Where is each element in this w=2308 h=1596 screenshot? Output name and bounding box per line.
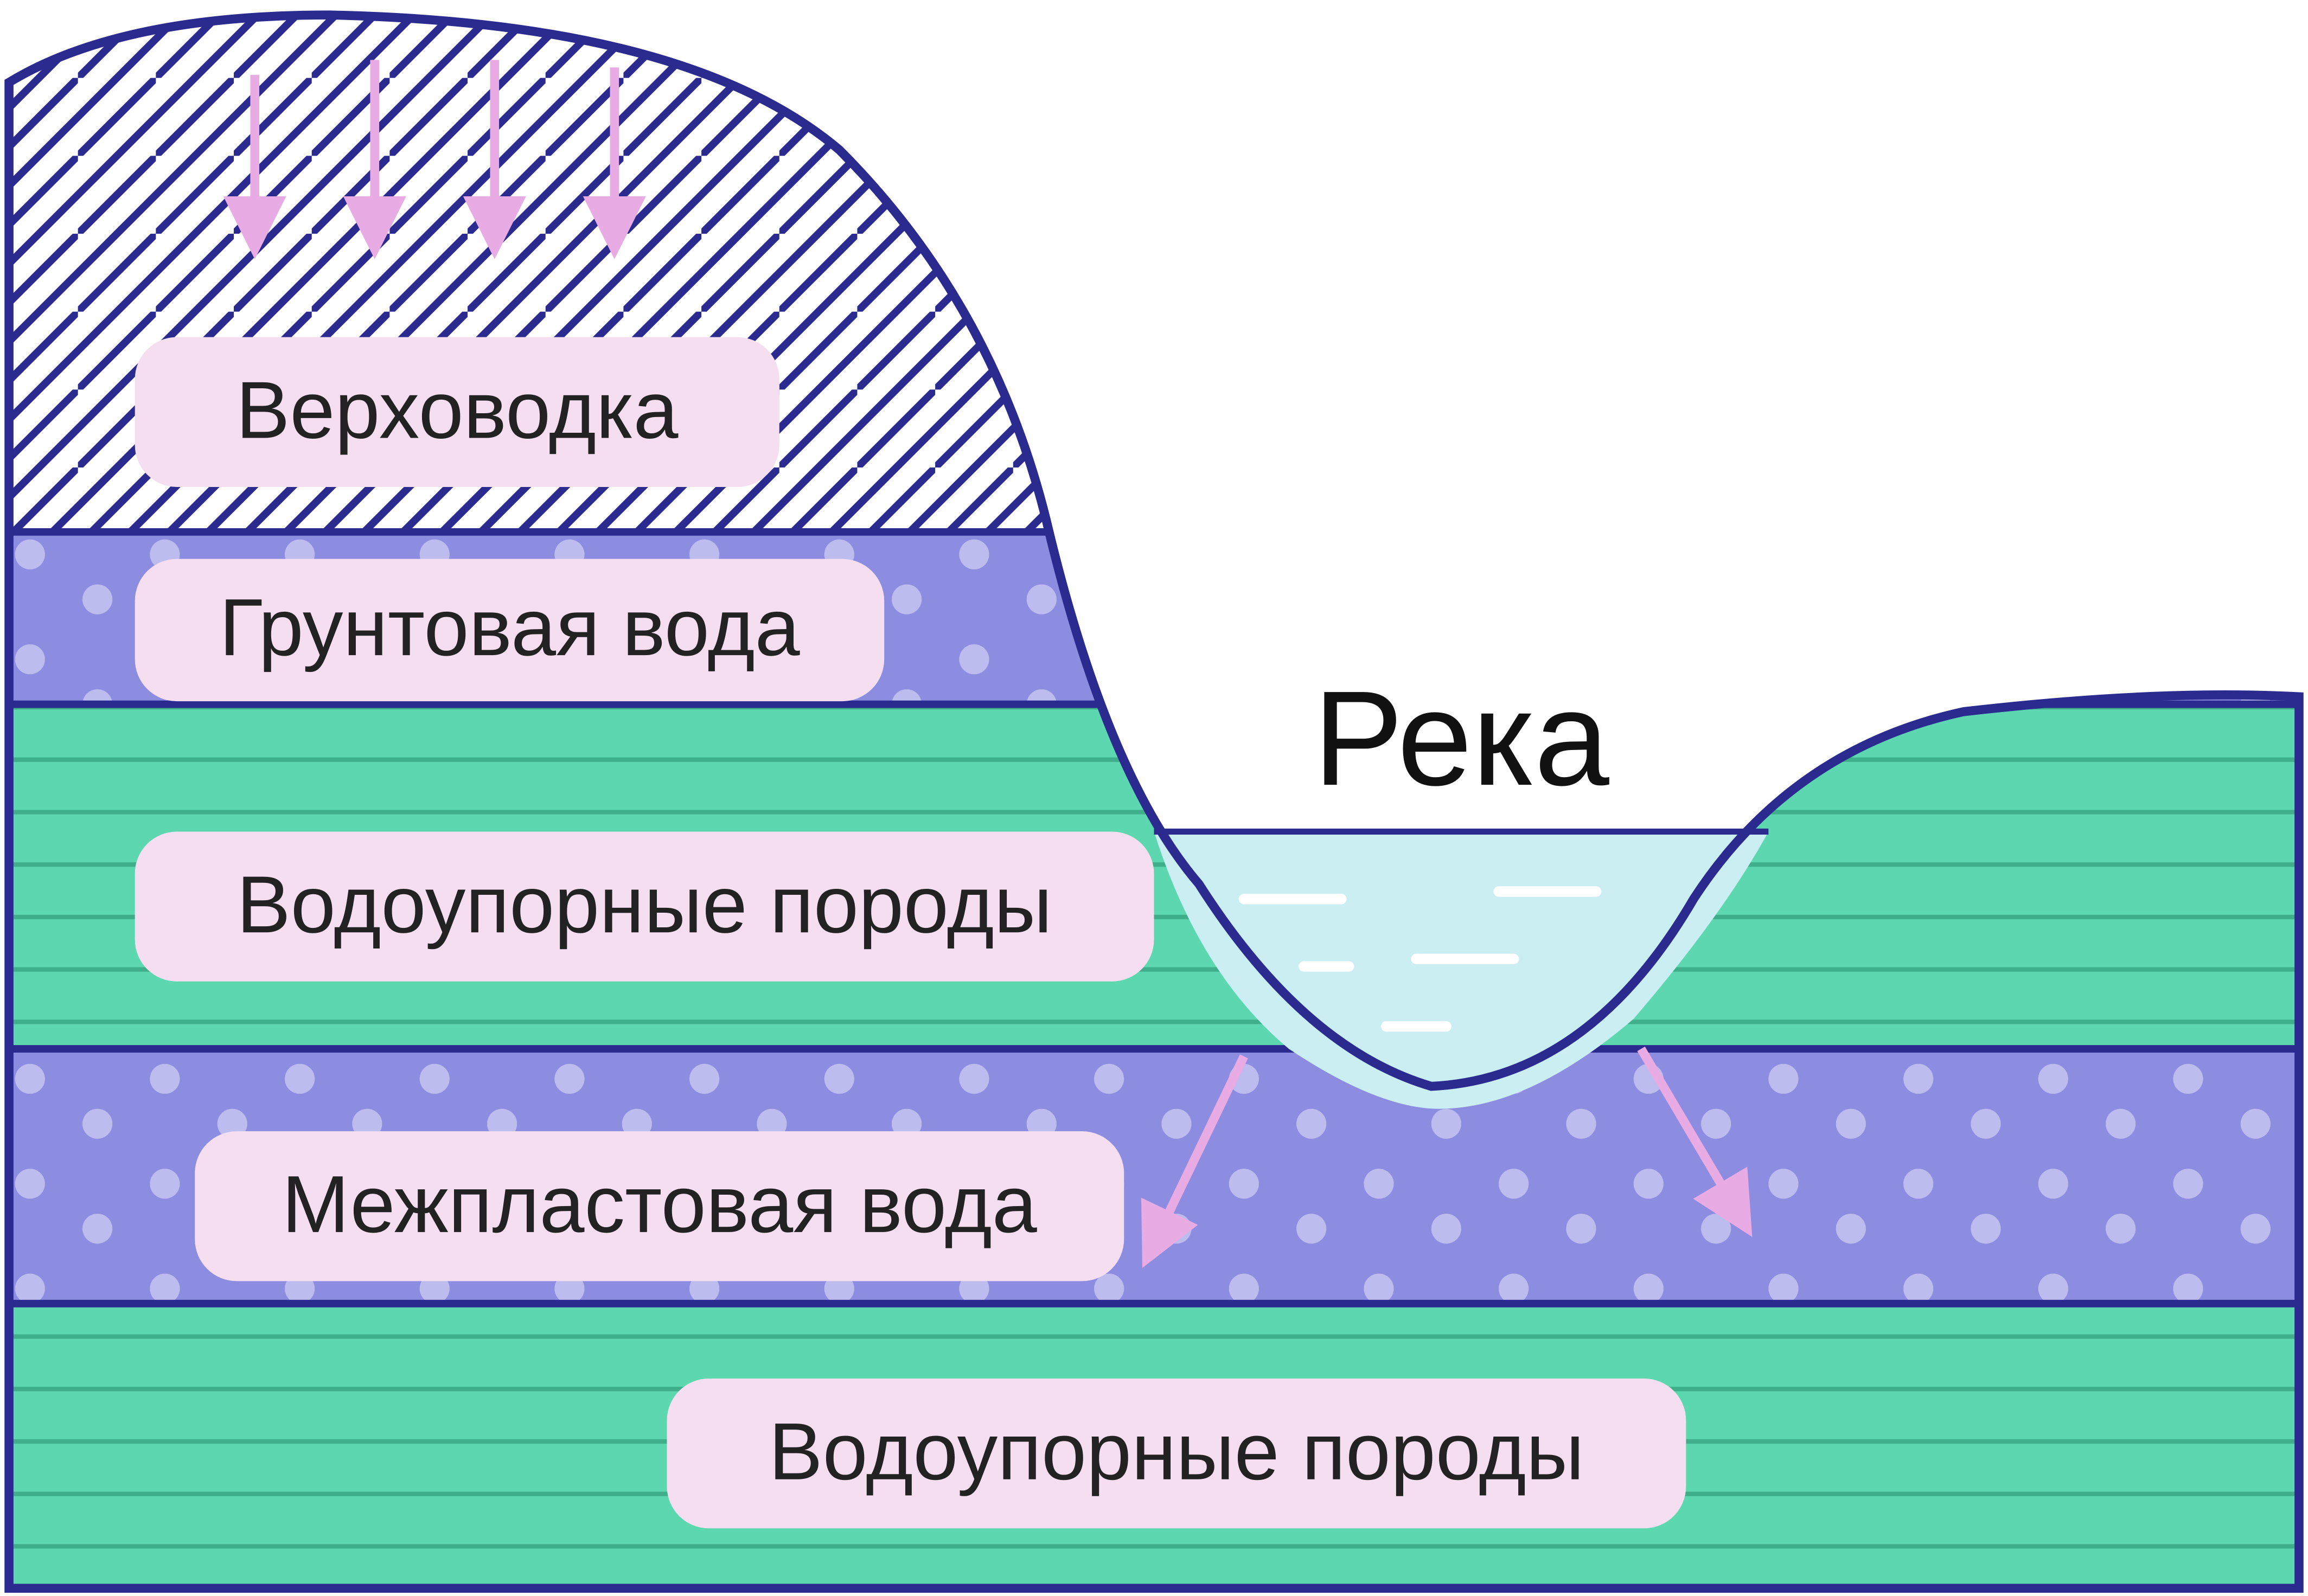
- label-groundwater: Грунтовая вода: [219, 582, 800, 672]
- label-topsoil: Верховодка: [236, 365, 679, 456]
- river-label: Река: [1313, 663, 1609, 813]
- groundwater-cross-section: Река Верховодка Грунтовая вода Водоупорн…: [0, 0, 2308, 1596]
- label-aquiclude-2: Водоупорные породы: [769, 1406, 1584, 1497]
- label-interstratal: Межпластовая вода: [282, 1159, 1037, 1249]
- label-aquiclude-1: Водоупорные породы: [236, 859, 1052, 950]
